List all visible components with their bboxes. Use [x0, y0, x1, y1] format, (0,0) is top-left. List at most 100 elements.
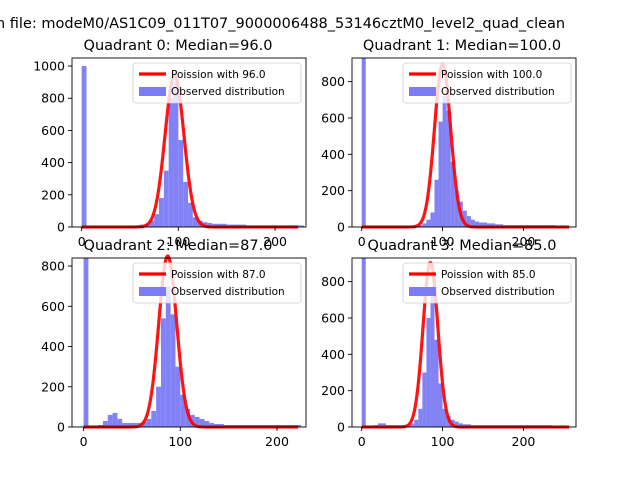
hist-bar: [131, 422, 137, 427]
hist-bar: [146, 418, 152, 427]
axes-frame: [351, 57, 577, 228]
hist-bar: [173, 82, 179, 227]
hist-bar: [221, 223, 227, 227]
legend-poisson-label: Poission with 100.0: [441, 69, 542, 81]
hist-bar: [487, 223, 492, 227]
hist-bar: [183, 181, 189, 227]
hist-bar: [438, 121, 443, 227]
hist-bar: [156, 386, 161, 427]
hist-bar: [491, 223, 496, 227]
x-tick-label: 200: [265, 434, 289, 449]
y-tick-label: 800: [321, 274, 345, 289]
hist-bar: [434, 179, 439, 227]
hist-bar: [154, 214, 160, 227]
hist-bar: [204, 420, 210, 427]
legend-poisson-label: Poission with 96.0: [171, 69, 266, 81]
hist-bar: [474, 221, 479, 227]
legend-observed-swatch: [139, 87, 166, 96]
hist-bar: [165, 286, 171, 427]
hist-bar: [175, 366, 181, 427]
axes-frame: [351, 257, 577, 428]
hist-bar: [410, 423, 415, 427]
y-tick-label: 400: [41, 339, 65, 354]
axes-frame: [71, 257, 307, 428]
hist-bar: [438, 383, 443, 427]
y-tick-label: 200: [321, 383, 345, 398]
hist-bar: [127, 422, 132, 427]
legend-observed-swatch: [409, 287, 436, 296]
y-tick-label: 0: [57, 220, 65, 235]
hist-bar: [117, 418, 123, 427]
hist-bar: [188, 202, 193, 227]
x-tick-label: 200: [512, 234, 536, 249]
hist-bar: [151, 410, 157, 427]
hist-bar: [112, 412, 118, 427]
hist-bar: [430, 212, 435, 227]
hist-bar: [422, 223, 427, 227]
hist-bar: [450, 161, 455, 227]
hist-bar: [422, 372, 427, 427]
y-tick-label: 400: [41, 155, 65, 170]
hist-bar: [418, 225, 423, 227]
hist-bar: [361, 58, 366, 227]
hist-bar: [381, 423, 386, 427]
hist-bar: [194, 416, 200, 427]
legend-observed-swatch: [139, 287, 166, 296]
hist-bar: [478, 222, 483, 227]
hist-bar: [180, 394, 186, 427]
hist-bar: [163, 170, 169, 227]
hist-bar: [199, 418, 205, 427]
y-tick-label: 0: [337, 420, 345, 435]
y-tick-label: 0: [57, 420, 65, 435]
hist-bar: [81, 66, 87, 227]
y-tick-label: 600: [41, 123, 65, 138]
hist-bar: [434, 339, 439, 427]
x-tick-label: 100: [431, 234, 455, 249]
hist-bar: [426, 317, 431, 427]
hist-bar: [458, 423, 463, 427]
hist-bar: [299, 225, 305, 227]
hist-bar: [442, 408, 447, 427]
panel-quadrant-3: 0 200 400 600 800 0 100 200 Poission with 85.0 Ob…: [321, 238, 577, 449]
y-tick-label: 800: [41, 259, 65, 274]
hist-bar: [446, 110, 451, 227]
hist-bar: [159, 198, 164, 227]
panel-quadrant-2: 0 200 400 600 800 0 100 200 Poission with 87.0 Ob…: [41, 238, 307, 449]
legend-observed-label: Observed distribution: [171, 86, 285, 98]
x-tick-label: 200: [512, 434, 536, 449]
hist-bar: [209, 422, 215, 427]
x-tick-label: 200: [263, 234, 287, 249]
hist-bar: [141, 421, 147, 427]
hist-bar: [462, 210, 467, 227]
hist-bar: [217, 223, 222, 227]
y-tick-label: 800: [41, 91, 65, 106]
legend: Poission with 87.0 Observed distribution: [132, 262, 302, 304]
hist-bar: [107, 414, 113, 427]
hist-bar: [361, 258, 366, 427]
y-tick-label: 800: [321, 74, 345, 89]
x-tick-label: 100: [168, 434, 192, 449]
y-tick-label: 0: [337, 220, 345, 235]
legend-poisson-label: Poission with 85.0: [441, 269, 536, 281]
hist-bar: [414, 419, 419, 427]
axes-frame: [71, 57, 307, 228]
hist-bar: [296, 424, 302, 427]
y-tick-label: 600: [321, 110, 345, 125]
hist-bar: [192, 217, 198, 227]
hist-bar: [454, 421, 459, 427]
y-tick-label: 600: [41, 299, 65, 314]
legend-observed-label: Observed distribution: [441, 286, 555, 298]
hist-bar: [83, 258, 89, 427]
figure-suptitle: n file: modeM0/AS1C09_011T07_9000006488_…: [0, 16, 565, 32]
hist-bar: [466, 216, 471, 227]
hist-bar: [377, 423, 382, 427]
hist-bar: [102, 420, 108, 427]
hist-bar: [122, 422, 128, 427]
x-tick-label: 0: [358, 234, 366, 249]
legend-observed-label: Observed distribution: [441, 86, 555, 98]
hist-bar: [430, 296, 435, 427]
hist-bar: [454, 190, 459, 227]
hist-bar: [178, 140, 184, 227]
legend-observed-label: Observed distribution: [171, 286, 285, 298]
